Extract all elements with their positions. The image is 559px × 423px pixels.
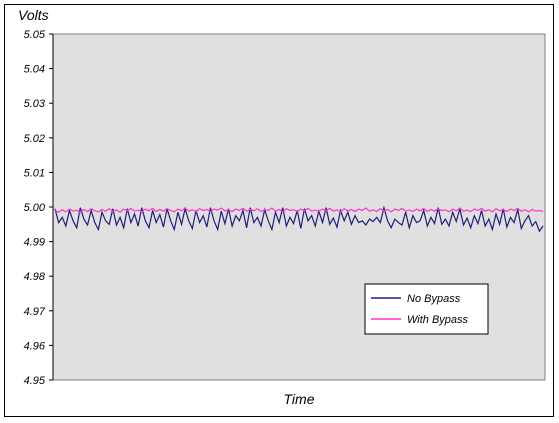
y-tick-label: 4.96 xyxy=(24,340,46,352)
y-tick-label: 5.04 xyxy=(24,64,45,76)
y-axis-ticks: 5.05 5.04 5.03 5.02 5.01 5.00 4.99 4.98 4.97 4.96… xyxy=(24,29,53,387)
x-axis-title: Time xyxy=(284,391,315,407)
series-line-with-bypass xyxy=(54,207,544,214)
legend-label-no-bypass: No Bypass xyxy=(407,293,461,305)
y-tick-label: 4.99 xyxy=(24,237,45,249)
y-tick-label: 5.02 xyxy=(24,133,45,145)
y-axis-title: Volts xyxy=(18,7,49,23)
legend-label-with-bypass: With Bypass xyxy=(407,314,469,326)
series-line-no-bypass xyxy=(54,205,544,233)
y-tick-label: 4.97 xyxy=(24,306,46,318)
y-tick-label: 5.03 xyxy=(24,98,46,110)
y-tick-label: 5.05 xyxy=(24,29,46,41)
legend-box xyxy=(364,283,489,335)
legend: No Bypass With Bypass xyxy=(364,283,489,335)
y-tick-label: 4.95 xyxy=(24,375,46,387)
series-lines xyxy=(54,205,544,233)
y-tick-label: 5.01 xyxy=(24,167,45,179)
y-tick-label: 5.00 xyxy=(24,202,46,214)
y-tick-label: 4.98 xyxy=(24,271,46,283)
